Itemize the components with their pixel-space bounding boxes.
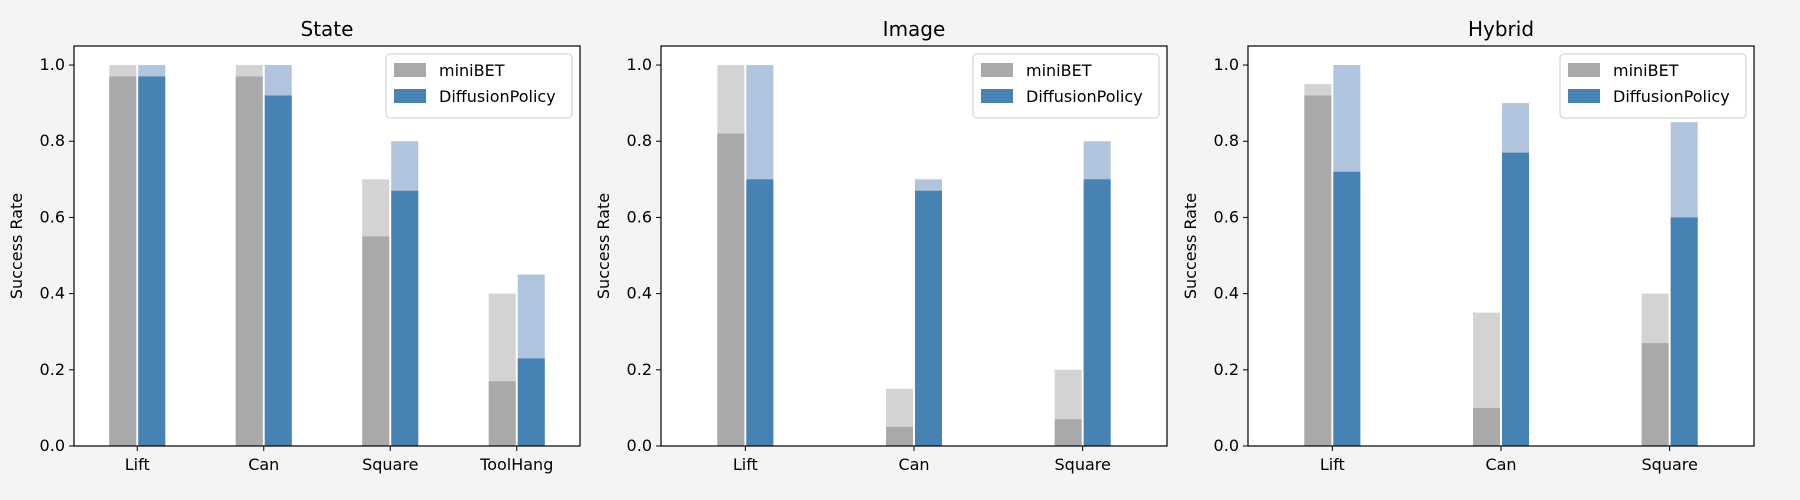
y-tick-label: 0.0 <box>40 436 65 455</box>
y-tick-label: 0.6 <box>627 207 652 226</box>
bar-DiffusionPolicy-can-mean <box>264 95 292 447</box>
legend-label-DiffusionPolicy: DiffusionPolicy <box>1613 87 1730 106</box>
axes-frame <box>1247 45 1755 447</box>
y-tick-label: 0.4 <box>1214 284 1239 303</box>
bar-miniBET-lift-mean <box>109 76 137 446</box>
x-tick-label: Can <box>1485 455 1516 474</box>
legend-label-DiffusionPolicy: DiffusionPolicy <box>439 87 556 106</box>
legend-swatch-miniBET <box>981 63 1013 77</box>
y-tick-label: 0.8 <box>40 131 65 150</box>
chart-title: State <box>301 17 354 41</box>
x-tick-label: Lift <box>733 455 758 474</box>
bar-miniBET-lift-mean <box>717 133 745 446</box>
legend-swatch-miniBET <box>1568 63 1600 77</box>
y-tick-label: 0.8 <box>627 131 652 150</box>
bar-DiffusionPolicy-square-mean <box>391 190 419 446</box>
legend-box <box>1559 53 1747 119</box>
bar-miniBET-square-mean <box>362 236 390 446</box>
x-tick-label: Can <box>248 455 279 474</box>
bar-DiffusionPolicy-lift-mean <box>138 76 166 446</box>
y-axis-label: Success Rate <box>7 193 26 299</box>
legend-swatch-DiffusionPolicy <box>1568 89 1600 103</box>
x-tick-label: Lift <box>1320 455 1345 474</box>
y-tick-label: 0.2 <box>1214 360 1239 379</box>
y-axis-label: Success Rate <box>1181 193 1200 299</box>
y-tick-label: 0.0 <box>627 436 652 455</box>
y-tick-label: 0.2 <box>40 360 65 379</box>
y-tick-label: 0.6 <box>1214 207 1239 226</box>
bar-DiffusionPolicy-can-mean <box>915 190 942 446</box>
legend-box <box>972 53 1160 119</box>
axes-frame <box>660 45 1168 447</box>
legend-swatch-miniBET <box>394 63 426 77</box>
chart-panel-state: Lift Can Square ToolHang 0.0 0.2 0.4 0.6 0.8 1.0 S… <box>7 17 581 474</box>
legend: miniBET DiffusionPolicy <box>972 53 1160 119</box>
chart-title: Image <box>883 17 946 41</box>
legend-label-miniBET: miniBET <box>1026 61 1092 80</box>
bar-miniBET-square-mean <box>1054 419 1082 446</box>
legend: miniBET DiffusionPolicy <box>1559 53 1747 119</box>
bar-miniBET-toolhang-mean <box>488 381 516 446</box>
x-tick-label: ToolHang <box>479 455 553 474</box>
bar-miniBET-square-mean <box>1641 343 1669 446</box>
bar-DiffusionPolicy-toolhang-mean <box>517 358 545 446</box>
y-tick-label: 0.0 <box>1214 436 1239 455</box>
y-tick-label: 0.6 <box>40 207 65 226</box>
y-tick-label: 0.8 <box>1214 131 1239 150</box>
bar-miniBET-can-mean <box>1473 407 1500 446</box>
legend: miniBET DiffusionPolicy <box>385 53 573 119</box>
y-tick-label: 0.4 <box>40 284 65 303</box>
legend-label-miniBET: miniBET <box>439 61 505 80</box>
y-tick-label: 1.0 <box>40 55 65 74</box>
legend-swatch-DiffusionPolicy <box>981 89 1013 103</box>
bar-DiffusionPolicy-can-mean <box>1502 152 1529 446</box>
legend-swatch-DiffusionPolicy <box>394 89 426 103</box>
bar-miniBET-lift-mean <box>1304 95 1332 447</box>
x-tick-label: Square <box>1642 455 1698 474</box>
bar-DiffusionPolicy-lift-mean <box>746 179 774 447</box>
x-tick-label: Can <box>898 455 929 474</box>
legend-box <box>385 53 573 119</box>
bar-miniBET-can-mean <box>235 76 263 446</box>
y-tick-label: 1.0 <box>1214 55 1239 74</box>
x-tick-label: Square <box>1055 455 1111 474</box>
y-tick-label: 1.0 <box>627 55 652 74</box>
legend-label-DiffusionPolicy: DiffusionPolicy <box>1026 87 1143 106</box>
bar-miniBET-can-mean <box>886 426 913 446</box>
y-tick-label: 0.4 <box>627 284 652 303</box>
y-axis-label: Success Rate <box>594 193 613 299</box>
bar-DiffusionPolicy-lift-mean <box>1333 171 1361 446</box>
x-tick-label: Lift <box>125 455 150 474</box>
chart-panel-image: Lift Can Square 0.0 0.2 0.4 0.6 0.8 1.0 Image Succ… <box>594 17 1168 474</box>
axes-frame <box>73 45 581 447</box>
y-tick-label: 0.2 <box>627 360 652 379</box>
chart-panel-hybrid: Lift Can Square 0.0 0.2 0.4 0.6 0.8 1.0 Hybrid Suc… <box>1181 17 1755 474</box>
chart-title: Hybrid <box>1468 17 1534 41</box>
bar-DiffusionPolicy-square-mean <box>1670 217 1698 446</box>
bar-DiffusionPolicy-square-mean <box>1083 179 1111 447</box>
legend-label-miniBET: miniBET <box>1613 61 1679 80</box>
x-tick-label: Square <box>362 455 418 474</box>
